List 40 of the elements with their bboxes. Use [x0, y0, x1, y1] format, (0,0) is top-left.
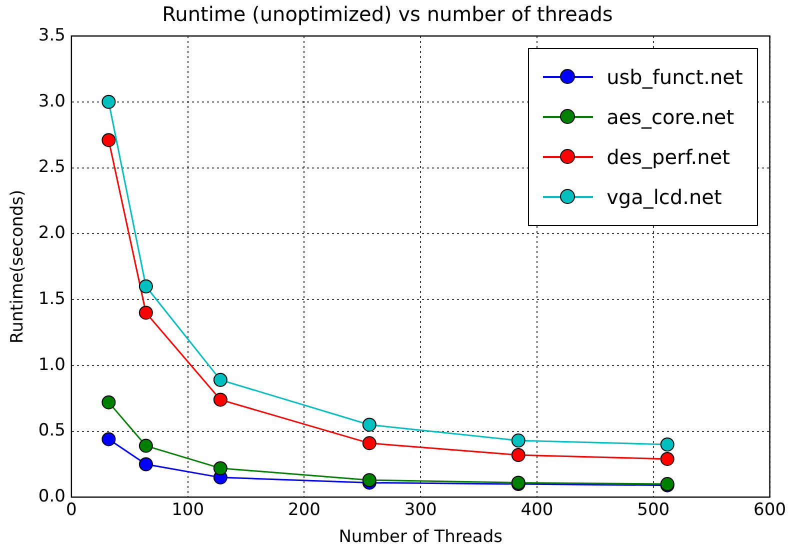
x-tick-label: 500 [637, 500, 670, 520]
point [138, 306, 153, 320]
point [213, 372, 228, 387]
point [511, 448, 526, 462]
point [102, 94, 116, 109]
x-tick-label: 200 [288, 500, 320, 520]
legend-label: vga_lcd.net [606, 185, 722, 209]
legend-label: des_perf.net [606, 145, 730, 169]
point [362, 473, 376, 488]
y-tick-label: 1.5 [38, 288, 66, 309]
x-axis-title: Number of Threads [338, 527, 503, 548]
point [660, 437, 674, 452]
x-tick-label: 0 [66, 500, 77, 520]
y-tick-label: 3.0 [38, 91, 66, 112]
legend-label: usb_funct.net [606, 65, 743, 89]
point [213, 392, 228, 407]
chart-title: Runtime (unoptimized) vs number of threads [162, 2, 613, 26]
point [511, 434, 526, 448]
point [362, 436, 376, 450]
point [660, 452, 674, 466]
y-tick-label: 3.5 [38, 25, 66, 46]
x-tick-label: 400 [520, 500, 554, 520]
y-tick-label: 2.5 [38, 157, 66, 178]
point [213, 461, 228, 476]
y-tick-label: 1.0 [38, 354, 66, 375]
x-tick-label: 600 [754, 500, 786, 520]
point [362, 418, 376, 432]
y-tick-label: 0.5 [38, 420, 66, 441]
point [138, 438, 153, 453]
y-tick-label: 0.0 [38, 486, 66, 507]
legend-label: aes_core.net [606, 105, 734, 129]
y-tick-label: 2.0 [38, 223, 66, 244]
point [102, 432, 116, 446]
x-tick-label: 100 [172, 500, 204, 520]
point [102, 133, 116, 148]
point [138, 279, 153, 294]
point [138, 457, 153, 472]
y-axis-title: Runtime(seconds) [8, 190, 28, 344]
point [102, 395, 116, 410]
x-tick-label: 300 [404, 500, 437, 520]
